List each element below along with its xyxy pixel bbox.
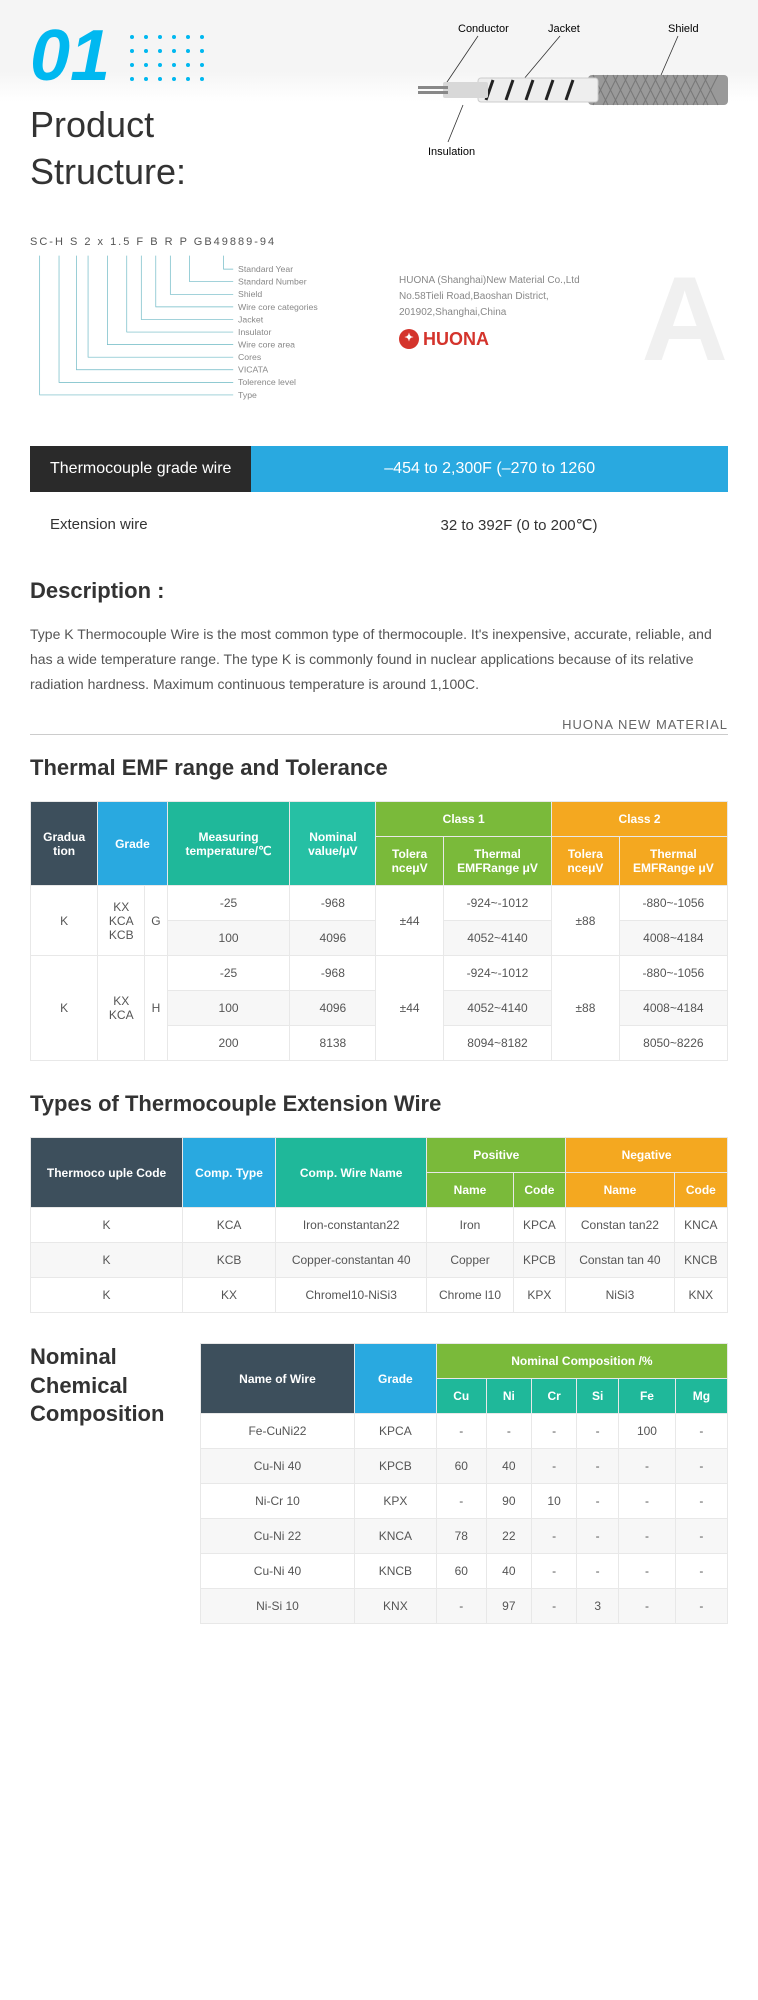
types-title: Types of Thermocouple Extension Wire [30, 1091, 728, 1117]
th: Grade [98, 802, 167, 886]
emf-title: Thermal EMF range and Tolerance [30, 755, 728, 781]
th: Name [427, 1173, 513, 1208]
svg-text:Standard Number: Standard Number [238, 276, 307, 286]
table-row: Ni-Si 10KNX-97-3-- [201, 1589, 728, 1624]
svg-text:VICATA: VICATA [238, 364, 268, 374]
cable-diagram: Conductor Jacket Shield Insulation [348, 20, 728, 163]
cable-label: Conductor [458, 23, 509, 35]
th: Tolera nceμV [376, 837, 444, 886]
svg-text:Jacket: Jacket [238, 314, 264, 324]
svg-text:Wire core categories: Wire core categories [238, 301, 318, 311]
th: Mg [675, 1379, 727, 1414]
th: Grade [354, 1344, 436, 1414]
th: Cu [436, 1379, 486, 1414]
th: Si [577, 1379, 619, 1414]
title-line2: Structure: [30, 151, 186, 192]
svg-text:Tolerence level: Tolerence level [238, 377, 296, 387]
th: Measuring temperature/℃ [167, 802, 290, 886]
th: Thermoco uple Code [31, 1138, 183, 1208]
company-addr2: 201902,Shanghai,China [399, 305, 728, 321]
th: Code [674, 1173, 727, 1208]
company-block: A HUONA (Shanghai)New Material Co.,Ltd N… [399, 253, 728, 416]
description: Description : Type K Thermocouple Wire i… [30, 578, 728, 698]
th: Thermal EMFRange μV [619, 837, 727, 886]
th: Nominal value/μV [290, 802, 376, 886]
code-diagram: Standard Year Standard Number Shield Wire c… [0, 253, 758, 436]
nominal-title: Nominal Chemical Composition [30, 1343, 180, 1624]
brand-line: HUONA NEW MATERIAL [30, 717, 728, 735]
temp-label: Thermocouple grade wire [30, 446, 251, 492]
temp-band: Thermocouple grade wire –454 to 2,300F (… [30, 446, 728, 492]
th: Negative [566, 1138, 728, 1173]
th: Nominal Composition /% [436, 1344, 727, 1379]
th: Name of Wire [201, 1344, 355, 1414]
extension-row: Extension wire 32 to 392F (0 to 200℃) [30, 502, 728, 548]
table-row: Fe-CuNi22KPCA----100- [201, 1414, 728, 1449]
desc-title: Description : [30, 578, 728, 604]
nominal-table: Name of Wire Grade Nominal Composition /… [200, 1343, 728, 1624]
title-line1: Product [30, 104, 154, 145]
table-row: Cu-Ni 22KNCA7822---- [201, 1519, 728, 1554]
th: Ni [486, 1379, 531, 1414]
ext-label: Extension wire [50, 516, 330, 534]
svg-text:Cores: Cores [238, 352, 262, 362]
th: Comp. Type [183, 1138, 276, 1208]
th: Positive [427, 1138, 566, 1173]
types-table: Thermoco uple Code Comp. Type Comp. Wire… [30, 1137, 728, 1313]
cable-label: Insulation [428, 146, 475, 158]
th: Tolera nceμV [552, 837, 620, 886]
th: Class 1 [376, 802, 552, 837]
svg-text:Type: Type [238, 389, 257, 399]
huona-logo: ✦HUONA [399, 325, 489, 354]
table-row: KKCAIron-constantan22IronKPCAConstan tan… [31, 1208, 728, 1243]
th: Cr [531, 1379, 576, 1414]
th: Comp. Wire Name [275, 1138, 426, 1208]
th: Class 2 [552, 802, 728, 837]
desc-text: Type K Thermocouple Wire is the most com… [30, 622, 728, 698]
emf-table: Gradua tion Grade Measuring temperature/… [30, 801, 728, 1061]
cable-label: Shield [668, 23, 699, 35]
svg-text:Insulator: Insulator [238, 327, 271, 337]
ext-value: 32 to 392F (0 to 200℃) [330, 516, 708, 534]
table-row: KKXChromel10-NiSi3Chrome l10KPXNiSi3KNX [31, 1278, 728, 1313]
flame-icon: ✦ [399, 329, 419, 349]
nominal-section: Nominal Chemical Composition Name of Wir… [30, 1343, 728, 1624]
svg-text:Shield: Shield [238, 289, 262, 299]
svg-text:Standard Year: Standard Year [238, 264, 293, 274]
dot-grid [130, 35, 206, 83]
svg-text:Wire core area: Wire core area [238, 339, 295, 349]
th: Code [513, 1173, 566, 1208]
th: Gradua tion [31, 802, 98, 886]
th: Thermal EMFRange μV [443, 837, 551, 886]
company-addr1: No.58Tieli Road,Baoshan District, [399, 289, 728, 305]
th: Fe [619, 1379, 676, 1414]
code-labels: Standard Year Standard Number Shield Wire c… [30, 253, 359, 416]
th: Name [566, 1173, 675, 1208]
header: 01 Conductor Jacket Shield Insulation [0, 0, 758, 102]
section-number: 01 [30, 20, 110, 92]
product-code: SC-H S 2 x 1.5 F B R P GB49889-94 [0, 216, 758, 253]
cable-label: Jacket [548, 23, 580, 35]
company-name: HUONA (Shanghai)New Material Co.,Ltd [399, 273, 728, 289]
table-row: Cu-Ni 40KNCB6040---- [201, 1554, 728, 1589]
temp-value: –454 to 2,300F (–270 to 1260 [251, 446, 728, 492]
table-row: KKCBCopper-constantan 40CopperKPCBConsta… [31, 1243, 728, 1278]
table-row: Cu-Ni 40KPCB6040---- [201, 1449, 728, 1484]
table-row: Ni-Cr 10KPX-9010--- [201, 1484, 728, 1519]
